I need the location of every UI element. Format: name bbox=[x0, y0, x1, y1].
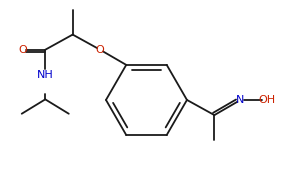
Text: O: O bbox=[19, 45, 28, 55]
Text: O: O bbox=[96, 45, 104, 55]
Text: NH: NH bbox=[37, 70, 54, 79]
Text: N: N bbox=[236, 95, 245, 105]
Text: OH: OH bbox=[258, 95, 275, 105]
